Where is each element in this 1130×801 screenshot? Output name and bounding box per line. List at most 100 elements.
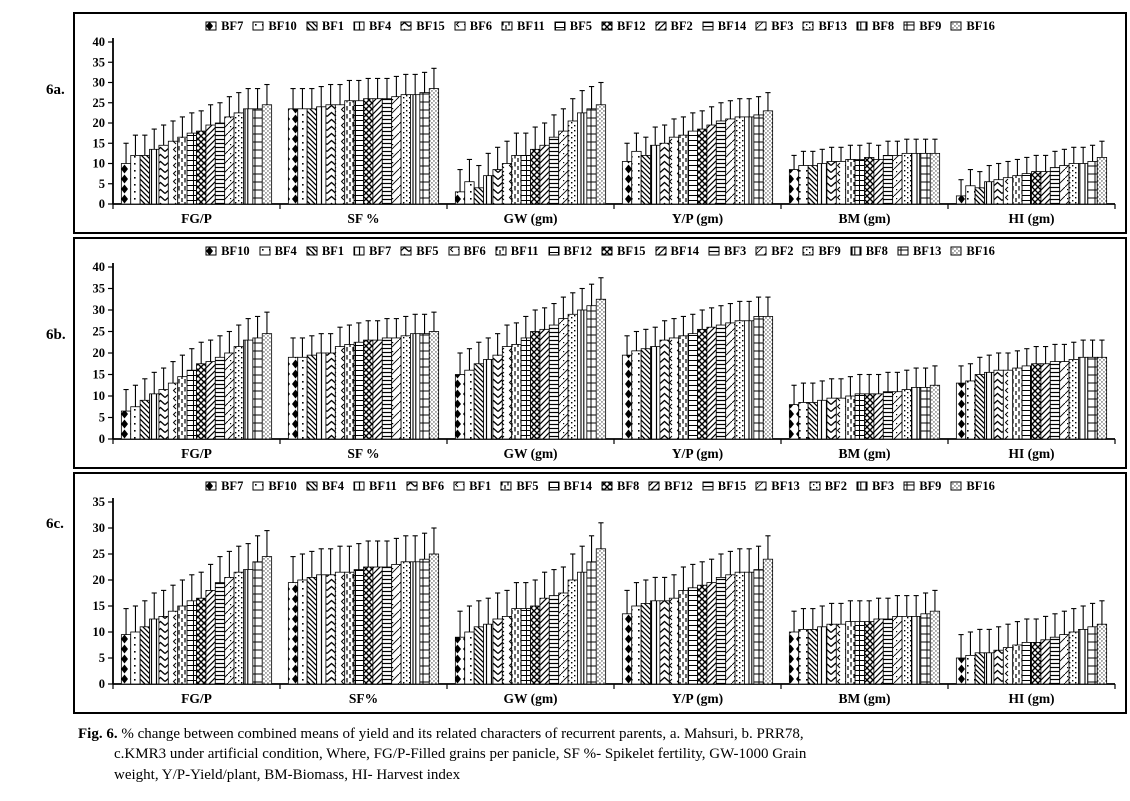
category-label: HI (gm): [1008, 691, 1054, 706]
bar-bf8-3: [530, 605, 541, 685]
bar-bf10-3: [464, 631, 475, 685]
legend-item-bf6: BF6: [454, 19, 492, 34]
bar-bf5-6: [993, 369, 1004, 440]
y-tick-label: 20: [93, 116, 106, 130]
bar-bf3-4: [725, 118, 736, 205]
bar-bf13-6: [1068, 163, 1079, 205]
bar-bf2-1: [205, 124, 216, 205]
bar-bf12-5: [854, 393, 865, 440]
legend-swatch-icon: [708, 246, 720, 256]
bar-bf8-5: [864, 621, 875, 685]
legend-swatch-icon: [702, 21, 714, 31]
category-label: BM (gm): [838, 691, 890, 706]
legend-label: BF2: [771, 244, 794, 258]
bar-bf11-6: [984, 652, 995, 685]
bar-bf9-6: [1087, 626, 1098, 685]
legend-6a: BF7 BF10 BF1 BF4 BF15 BF6 BF11 BF5 BF12 BF2 BF14 BF…: [75, 14, 1125, 34]
bar-bf9-1: [252, 108, 263, 205]
legend-item-bf11: BF11: [353, 479, 397, 494]
bar-bf8-1: [243, 108, 254, 205]
bar-bf13-2: [400, 94, 411, 205]
bar-bf2-3: [567, 579, 578, 685]
legend-item-bf2: BF2: [755, 244, 793, 259]
bar-bf1-1: [167, 610, 179, 685]
bar-bf2-4: [725, 322, 736, 440]
y-tick-label: 5: [99, 177, 105, 191]
bar-bf1-6: [974, 374, 985, 440]
chart-svg-6a: 0 5 10 15 20 25 30 35 40 FG/P SF % GW (gm) Y/P (gm) B…: [93, 35, 1116, 226]
bar-bf9-6: [1087, 161, 1098, 205]
category-label: FG/P: [181, 446, 212, 461]
bar-bf11-5: [845, 159, 856, 205]
legend-item-bf4: BF4: [353, 19, 391, 34]
bar-bf16-4: [762, 558, 774, 685]
bar-bf6-5: [835, 397, 847, 440]
bar-bf9-5: [920, 613, 931, 685]
bar-bf3-6: [1078, 628, 1089, 685]
legend-item-bf16: BF16: [950, 479, 995, 494]
bar-bf9-1: [252, 561, 263, 685]
legend-item-bf13: BF13: [802, 19, 847, 34]
bar-bf14-6: [1040, 363, 1051, 440]
bar-bf14-2: [372, 339, 383, 440]
bar-bf4-4: [650, 144, 661, 205]
bar-bf12-3: [520, 337, 531, 440]
bar-bf16-2: [428, 331, 440, 440]
legend-label: BF8: [617, 479, 640, 493]
bar-bf6-5: [835, 161, 847, 205]
legend-item-bf16: BF16: [950, 19, 995, 34]
bar-bf1-5: [835, 623, 847, 685]
legend-item-bf2: BF2: [809, 479, 847, 494]
legend-item-bf2: BF2: [655, 19, 693, 34]
bar-bf5-4: [687, 130, 698, 205]
legend-swatch-icon: [856, 21, 868, 31]
bar-bf4-2: [316, 106, 327, 205]
bar-bf10-5: [798, 165, 809, 205]
y-tick-label: 15: [93, 599, 106, 613]
legend-label: BF13: [912, 244, 942, 258]
legend-swatch-icon: [454, 21, 466, 31]
legend-swatch-icon: [648, 481, 660, 491]
bar-bf13-6: [1059, 634, 1070, 685]
legend-swatch-icon: [802, 21, 814, 31]
legend-item-bf1: BF1: [306, 19, 344, 34]
legend-item-bf9: BF9: [903, 479, 941, 494]
legend-label: BF13: [818, 19, 847, 33]
caption-line: c.KMR3 under artificial condition, Where…: [78, 744, 1063, 764]
y-tick-label: 30: [93, 521, 106, 535]
legend-swatch-icon: [353, 21, 365, 31]
legend-label: BF3: [871, 479, 895, 493]
category-label: FG/P: [181, 211, 212, 226]
legend-swatch-icon: [755, 246, 767, 256]
bar-bf15-2: [381, 566, 393, 685]
bar-bf10-2: [297, 579, 308, 685]
legend-label: BF6: [421, 479, 445, 493]
bar-bf13-2: [391, 564, 402, 685]
bar-bf7-3: [483, 359, 494, 440]
bar-bf7-3: [454, 191, 466, 205]
legend-item-bf8: BF8: [601, 479, 639, 494]
bar-bf8-4: [697, 584, 708, 685]
bar-bf1-6: [974, 187, 985, 205]
bar-bf9-2: [419, 92, 430, 205]
bar-bf15-3: [530, 331, 541, 440]
bar-bf2-2: [400, 561, 411, 685]
bar-bf6-6: [1002, 369, 1014, 440]
bar-bf8-6: [1078, 356, 1089, 440]
bar-bf5-3: [511, 608, 522, 685]
bar-bf3-2: [391, 96, 402, 205]
bar-bf4-5: [807, 628, 818, 685]
category-label: SF %: [347, 446, 379, 461]
legend-item-bf10: BF10: [252, 479, 297, 494]
bar-bf14-2: [353, 569, 364, 685]
y-tick-label: 40: [93, 260, 106, 274]
legend-swatch-icon: [259, 246, 271, 256]
legend-item-bf9: BF9: [802, 244, 841, 259]
bar-bf6-2: [334, 346, 346, 440]
legend-item-bf10: BF10: [252, 19, 297, 34]
bar-bf11-1: [177, 376, 188, 440]
y-tick-label: 10: [93, 157, 106, 171]
bar-bf8-2: [410, 333, 421, 440]
bar-bf11-1: [149, 618, 160, 685]
legend-swatch-icon: [655, 21, 667, 31]
